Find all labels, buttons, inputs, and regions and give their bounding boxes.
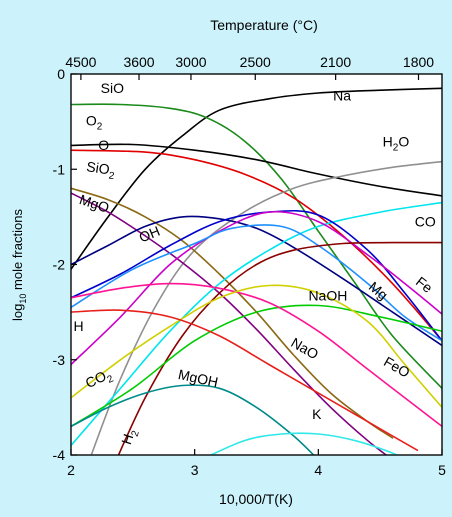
series-line-co2 (71, 309, 419, 451)
x-tick-label: 5 (438, 462, 446, 478)
x-tick-label: 3 (191, 462, 199, 478)
top-tick-label: 3000 (175, 54, 206, 70)
top-tick-label: 2500 (240, 54, 271, 70)
series-label-8: CO (415, 213, 436, 229)
top-tick-label: 1800 (403, 54, 434, 70)
series-line-o2 (71, 143, 442, 197)
series-line-k (209, 432, 399, 455)
series-line-nao (71, 282, 442, 428)
top-tick-label: 4500 (65, 54, 96, 70)
series-line-na (71, 87, 442, 271)
y-tick-label: -4 (53, 447, 66, 463)
series-line-h (71, 224, 442, 342)
top-tick-label: 2100 (320, 54, 351, 70)
x-axis-title: 10,000/T(K) (219, 491, 293, 507)
y-tick-label: -2 (53, 257, 66, 273)
series-label-18: H2 (118, 426, 142, 448)
series-line-co (71, 201, 442, 447)
series-label-5: SiO2 (85, 158, 117, 182)
y-axis-title-suffix: mole fractions (10, 209, 25, 294)
series-label-2: O2 (86, 112, 103, 132)
series-line-o (71, 149, 442, 342)
series-label-1: Na (333, 88, 351, 104)
series-line-mgo (71, 192, 388, 455)
top-tick-label: 3600 (123, 54, 154, 70)
series-label-0: SiO (101, 80, 124, 96)
y-tick-label: -1 (53, 161, 66, 177)
series-label-7: OH (137, 223, 162, 246)
series-label-3: O (98, 137, 109, 153)
series-line-feo (71, 284, 442, 409)
series-line-h2o (90, 160, 442, 455)
x-tick-label: 4 (314, 462, 322, 478)
y-tick-label: -3 (53, 352, 66, 368)
y-tick-label: 0 (57, 66, 65, 82)
series-label-12: H (73, 318, 83, 334)
series-label-17: K (312, 406, 322, 422)
series-line-naoh (71, 304, 442, 428)
series-label-11: NaOH (308, 288, 347, 304)
y-axis-title: log10 mole fractions (10, 209, 28, 321)
axes: 2 3 4 5 0 -1 -2 -3 -4 4500 3600 3000 2500 2100 1800 (53, 54, 447, 478)
series-lines (71, 87, 442, 455)
top-axis-title: Temperature (°C) (210, 17, 318, 33)
y-axis-title-prefix: log (10, 304, 25, 321)
series-label-4: H2O (383, 133, 410, 153)
series-line-h2 (117, 241, 442, 455)
x-tick-label: 2 (67, 462, 75, 478)
series-line-sio (71, 103, 442, 390)
y-axis-title-sub: 10 (18, 294, 28, 304)
series-line-mg (71, 210, 442, 366)
